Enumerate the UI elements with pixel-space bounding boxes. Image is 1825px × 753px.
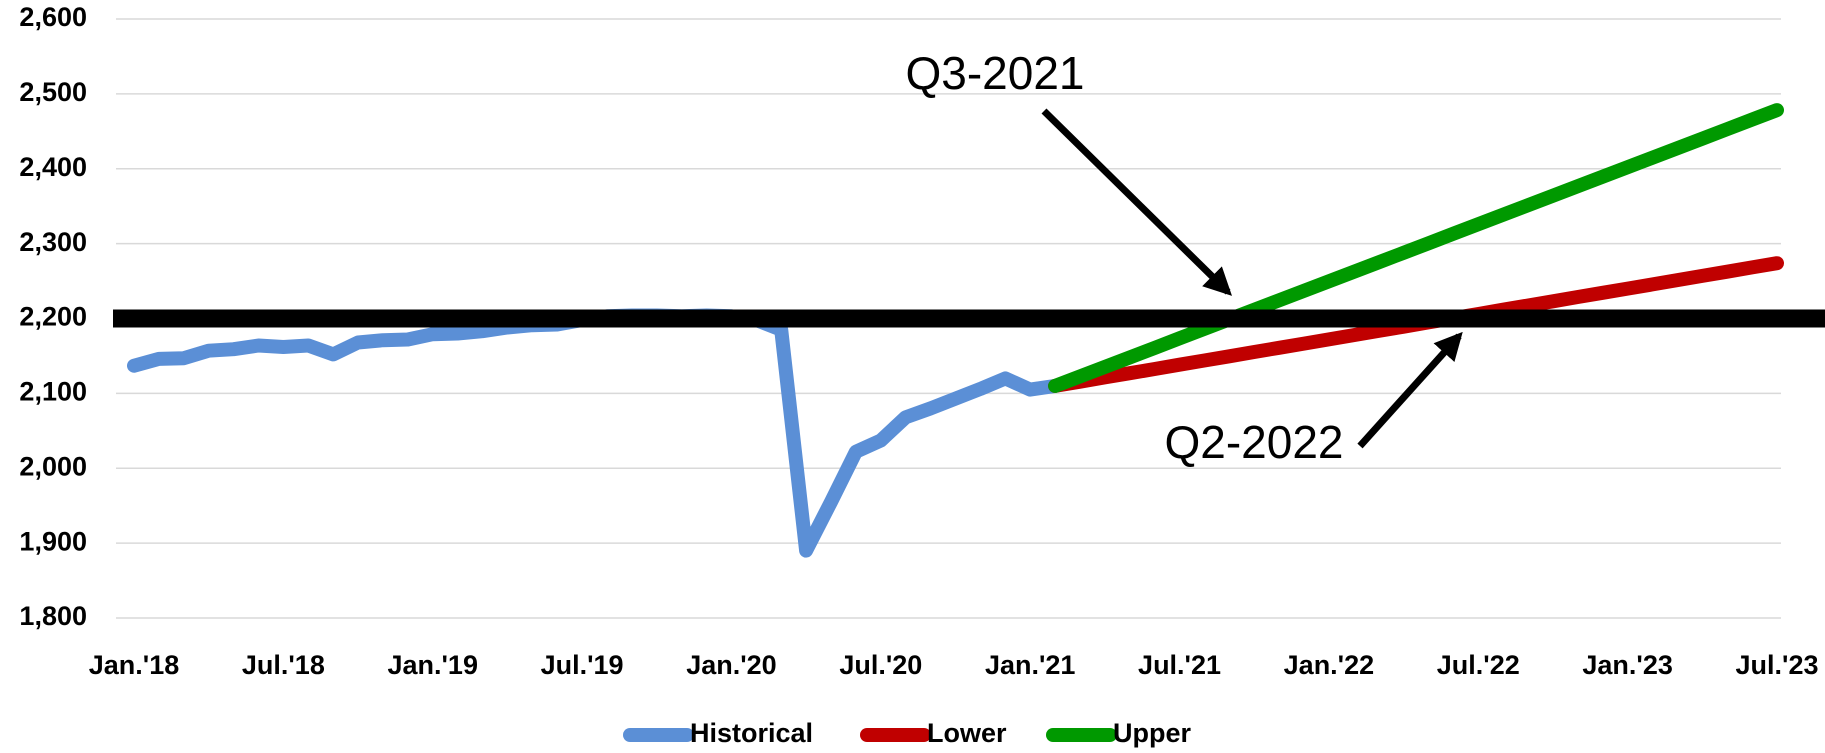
x-tick-label: Jan.'22 xyxy=(1284,650,1374,680)
annotation: Q2-2022 xyxy=(1164,416,1343,468)
y-tick-label: 2,100 xyxy=(19,377,87,407)
y-tick-label: 1,900 xyxy=(19,526,87,556)
annotation: Q3-2021 xyxy=(905,47,1084,99)
legend-label: Lower xyxy=(927,718,1007,748)
x-tick-label: Jan.'20 xyxy=(686,650,776,680)
grid: 1,800 1,900 2,000 2,100 2,200 2,300 2,400 2,500… xyxy=(19,2,1818,680)
x-tick-label: Jul.'23 xyxy=(1736,650,1819,680)
x-tick-label: Jan.'23 xyxy=(1582,650,1672,680)
arrow xyxy=(1041,108,1232,296)
series-line xyxy=(1048,103,1784,393)
legend-label: Upper xyxy=(1113,718,1192,748)
series xyxy=(127,103,1784,558)
y-tick-label: 2,000 xyxy=(19,451,87,481)
y-tick-label: 2,300 xyxy=(19,227,87,257)
arrow xyxy=(1357,331,1463,449)
x-tick-label: Jul.'22 xyxy=(1437,650,1520,680)
x-tick-label: Jan.'18 xyxy=(89,650,179,680)
x-tick-label: Jul.'21 xyxy=(1138,650,1221,680)
series-line xyxy=(127,308,1063,558)
x-tick-label: Jul.'20 xyxy=(839,650,922,680)
legend: Historical Lower Upper xyxy=(623,718,1192,748)
y-tick-label: 2,200 xyxy=(19,302,87,332)
y-tick-label: 1,800 xyxy=(19,601,87,631)
y-tick-label: 2,400 xyxy=(19,152,87,182)
y-tick-label: 2,500 xyxy=(19,77,87,107)
y-tick-label: 2,600 xyxy=(19,2,87,32)
x-tick-label: Jul.'19 xyxy=(541,650,624,680)
x-tick-label: Jul.'18 xyxy=(242,650,325,680)
x-tick-label: Jan.'21 xyxy=(985,650,1075,680)
legend-label: Historical xyxy=(690,718,813,748)
x-tick-label: Jan.'19 xyxy=(387,650,477,680)
